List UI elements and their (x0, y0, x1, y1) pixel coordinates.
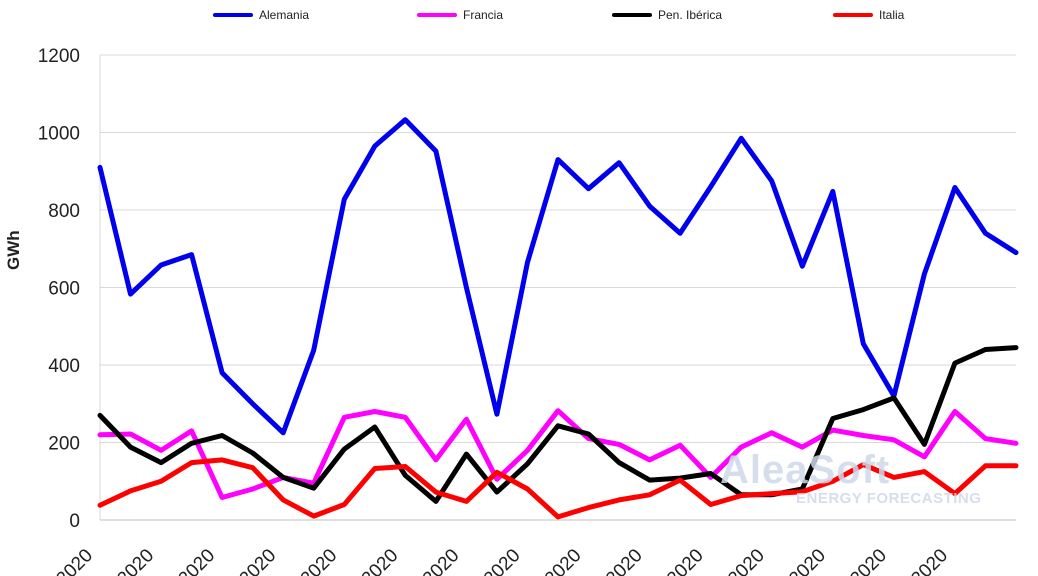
x-tick-label: /2020 (232, 545, 280, 576)
legend-item-pen-iberica: Pen. Ibérica (612, 8, 722, 22)
x-tick-label: /2020 (904, 545, 952, 576)
legend-label-alemania: Alemania (259, 8, 310, 22)
legend-label-francia: Francia (463, 8, 504, 22)
legend-swatch-francia (417, 13, 457, 17)
y-tick-label: 800 (48, 201, 80, 222)
x-tick-label: /2020 (49, 545, 97, 576)
y-tick-label: 0 (69, 511, 80, 532)
x-tick-label: /2020 (476, 545, 524, 576)
legend: Alemania Francia Pen. Ibérica Italia (0, 8, 1038, 28)
gridlines (99, 54, 1016, 521)
x-tick-label: /2020 (171, 545, 219, 576)
y-axis-ticks: 0 200 400 600 800 1000 1200 (38, 46, 80, 532)
watermark-logo: AleaSoft ENERGY FORECASTING (720, 450, 981, 507)
x-tick-label: /2020 (415, 545, 463, 576)
legend-item-francia: Francia (417, 8, 503, 22)
watermark-subtitle: ENERGY FORECASTING (796, 490, 982, 507)
y-tick-label: 1000 (38, 124, 80, 145)
legend-label-pen-iberica: Pen. Ibérica (658, 8, 723, 22)
legend-label-italia: Italia (879, 8, 905, 22)
y-tick-label: 200 (48, 434, 80, 455)
watermark-title: AleaSoft (720, 448, 891, 492)
x-tick-label: /2020 (720, 545, 768, 576)
y-tick-label: 600 (48, 279, 80, 300)
series-lines (97, 117, 1019, 520)
legend-swatch-alemania (213, 13, 253, 17)
x-tick-label: /2020 (110, 545, 158, 576)
y-tick-label: 400 (48, 356, 80, 377)
legend-item-alemania: Alemania (213, 8, 309, 22)
y-tick-label: 1200 (38, 46, 80, 67)
x-axis-ticks: /2020/2020/2020/2020/2020/2020/2020/2020… (49, 545, 952, 576)
x-tick-label: /2020 (354, 545, 402, 576)
x-tick-label: /2020 (598, 545, 646, 576)
legend-swatch-pen-iberica (612, 13, 652, 17)
series-line-italia (97, 457, 1019, 520)
y-axis-label: GWh (4, 230, 23, 270)
legend-swatch-italia (833, 13, 873, 17)
x-tick-label: /2020 (293, 545, 341, 576)
x-tick-label: /2020 (781, 545, 829, 576)
series-line-francia (97, 408, 1019, 500)
legend-item-italia: Italia (833, 8, 904, 22)
x-tick-label: /2020 (843, 545, 891, 576)
x-tick-label: /2020 (537, 545, 585, 576)
series-line-pen-ib-rica (97, 345, 1019, 504)
series-line-alemania (97, 117, 1019, 436)
x-tick-label: /2020 (659, 545, 707, 576)
